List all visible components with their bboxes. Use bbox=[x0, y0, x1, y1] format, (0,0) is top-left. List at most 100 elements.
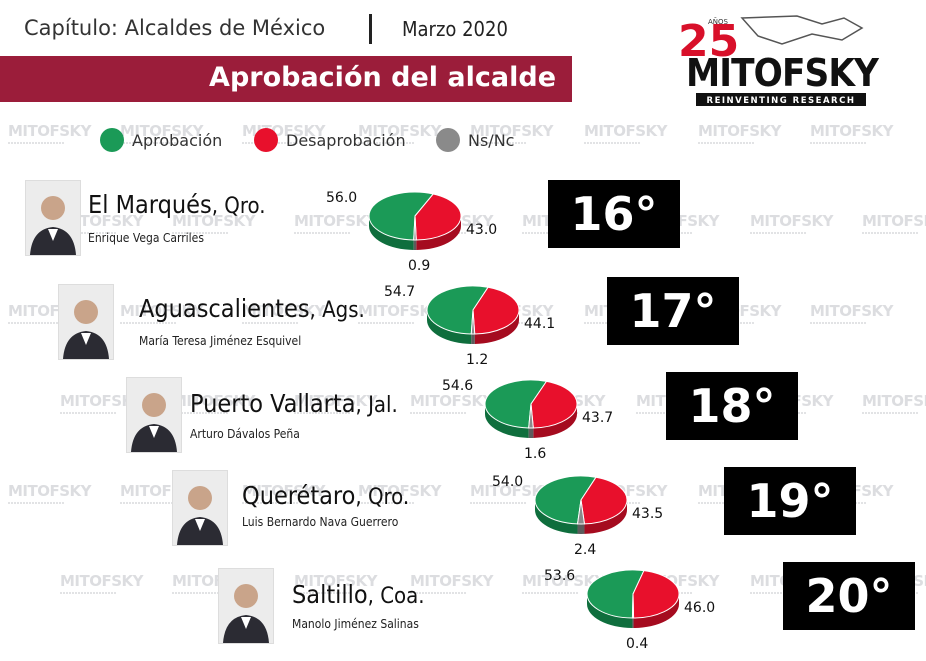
pie-slice-nsnc bbox=[631, 593, 635, 619]
state-label: , Ags. bbox=[309, 298, 365, 323]
mayor-photo bbox=[25, 180, 81, 256]
pie-slice-aprobacion-side bbox=[369, 216, 414, 250]
watermark-text: MITOFSKY bbox=[750, 212, 834, 234]
approval-pie bbox=[534, 475, 628, 534]
approval-pie bbox=[586, 569, 680, 628]
pie-slice-desaprobacion bbox=[632, 570, 680, 619]
logo-bird-icon bbox=[740, 15, 864, 45]
watermark-text: MITOFSKY bbox=[698, 122, 782, 144]
pie-slice-nsnc-side bbox=[528, 427, 534, 438]
state-label: , Jal. bbox=[355, 393, 398, 418]
approval-pie bbox=[426, 285, 520, 344]
mayor-name: María Teresa Jiménez Esquivel bbox=[139, 334, 302, 348]
pie-value-nsnc: 2.4 bbox=[574, 542, 597, 558]
state-label: , Qro. bbox=[211, 194, 266, 219]
pie-slice-desaprobacion bbox=[580, 476, 628, 525]
person-icon bbox=[127, 378, 181, 452]
mitofsky-logo: 25 AÑOS MITOFSKY REINVENTING RESEARCH bbox=[678, 15, 880, 106]
pie-value-aprobacion: 54.7 bbox=[384, 284, 416, 300]
pie-value-nsnc: 0.9 bbox=[408, 258, 431, 274]
city-label: Saltillo bbox=[292, 580, 368, 609]
person-icon bbox=[173, 471, 227, 545]
pie-value-nsnc: 1.2 bbox=[466, 352, 489, 368]
pie-value-nsnc: 1.6 bbox=[524, 446, 547, 462]
legend-item-nsnc: Ns/Nc bbox=[436, 128, 514, 152]
legend-label: Aprobación bbox=[132, 130, 223, 150]
legend-swatch bbox=[436, 128, 460, 152]
logo-tagline: REINVENTING RESEARCH bbox=[707, 96, 856, 106]
watermark-text: MITOFSKY bbox=[8, 122, 92, 144]
mayor-name: Enrique Vega Carriles bbox=[88, 231, 204, 245]
city-label: Aguascalientes bbox=[139, 294, 310, 323]
logo-brand: MITOFSKY bbox=[686, 51, 879, 95]
pie-slice-aprobacion bbox=[484, 379, 548, 429]
watermark-text: MITOFSKY bbox=[862, 392, 926, 414]
logo-anniversary: 25 bbox=[678, 16, 739, 67]
person-icon bbox=[26, 181, 80, 255]
pie-value-aprobacion: 54.0 bbox=[492, 474, 524, 490]
watermark-text: MITOFSKY bbox=[584, 122, 668, 144]
pie-slice-desaprobacion-side bbox=[584, 500, 627, 534]
pie-slice-aprobacion-side bbox=[587, 594, 633, 628]
mayor-name: Luis Bernardo Nava Guerrero bbox=[242, 515, 399, 529]
mayor-photo bbox=[218, 568, 274, 644]
rank-badge: 16° bbox=[548, 180, 680, 248]
pie-slice-desaprobacion bbox=[472, 286, 520, 335]
pie-slice-desaprobacion bbox=[414, 193, 462, 241]
pie-slice-aprobacion bbox=[534, 475, 597, 525]
report-date: Marzo 2020 bbox=[402, 17, 508, 41]
pie-slice-aprobacion bbox=[586, 569, 645, 619]
pie-slice-desaprobacion-side bbox=[533, 404, 577, 438]
city-name: Saltillo, Coa. bbox=[292, 580, 425, 609]
city-name: El Marqués, Qro. bbox=[88, 190, 266, 219]
pie-value-desaprobacion: 43.7 bbox=[582, 410, 614, 426]
pie-slice-desaprobacion-side bbox=[633, 594, 679, 628]
pie-value-desaprobacion: 46.0 bbox=[684, 600, 716, 616]
person-icon bbox=[59, 285, 113, 359]
pie-slice-aprobacion-side bbox=[535, 500, 578, 534]
chapter-title: Capítulo: Alcaldes de México bbox=[24, 16, 326, 40]
rank-badge: 17° bbox=[607, 277, 739, 345]
header-separator bbox=[369, 14, 372, 44]
pie-slice-nsnc-side bbox=[577, 523, 585, 534]
pie-slice-desaprobacion bbox=[530, 380, 578, 429]
legend-label: Ns/Nc bbox=[468, 130, 515, 150]
watermark-text: MITOFSKY bbox=[862, 212, 926, 234]
pie-slice-aprobacion-side bbox=[485, 404, 529, 438]
pie-value-aprobacion: 54.6 bbox=[442, 378, 474, 394]
watermark-text: MITOFSKY bbox=[60, 572, 144, 594]
mayor-photo bbox=[172, 470, 228, 546]
logo-tagline-bar bbox=[696, 93, 866, 106]
pie-slice-nsnc-side bbox=[632, 617, 634, 628]
mayor-name: Arturo Dávalos Peña bbox=[190, 427, 300, 441]
legend-label: Desaprobación bbox=[286, 130, 406, 150]
approval-pie bbox=[484, 379, 578, 438]
pie-slice-nsnc bbox=[413, 215, 417, 241]
mayor-photo bbox=[58, 284, 114, 360]
city-label: Querétaro bbox=[242, 481, 356, 510]
pie-slice-desaprobacion-side bbox=[416, 216, 461, 250]
city-label: El Marqués bbox=[88, 190, 212, 219]
pie-slice-nsnc bbox=[576, 499, 586, 525]
state-label: , Qro. bbox=[355, 485, 410, 510]
pie-slice-nsnc bbox=[528, 403, 534, 429]
rank-badge: 19° bbox=[724, 467, 856, 535]
watermark-text: MITOFSKY bbox=[810, 302, 894, 324]
page-title: Aprobación del alcalde bbox=[209, 62, 556, 93]
logo-anos: AÑOS bbox=[708, 17, 729, 26]
state-label: , Coa. bbox=[367, 584, 425, 609]
pie-value-aprobacion: 53.6 bbox=[544, 568, 576, 584]
person-icon bbox=[219, 569, 273, 643]
pie-value-desaprobacion: 43.5 bbox=[632, 506, 664, 522]
mayor-photo bbox=[126, 377, 182, 453]
pie-value-desaprobacion: 43.0 bbox=[466, 222, 498, 238]
city-name: Puerto Vallarta, Jal. bbox=[190, 389, 398, 418]
pie-value-aprobacion: 56.0 bbox=[326, 190, 358, 206]
mayor-name: Manolo Jiménez Salinas bbox=[292, 617, 419, 631]
city-name: Querétaro, Qro. bbox=[242, 481, 409, 510]
city-label: Puerto Vallarta bbox=[190, 389, 356, 418]
approval-pie bbox=[368, 191, 462, 250]
title-banner: Aprobación del alcalde bbox=[0, 56, 572, 102]
watermark-text: MITOFSKY bbox=[810, 122, 894, 144]
watermark-text: MITOFSKY bbox=[410, 392, 494, 414]
